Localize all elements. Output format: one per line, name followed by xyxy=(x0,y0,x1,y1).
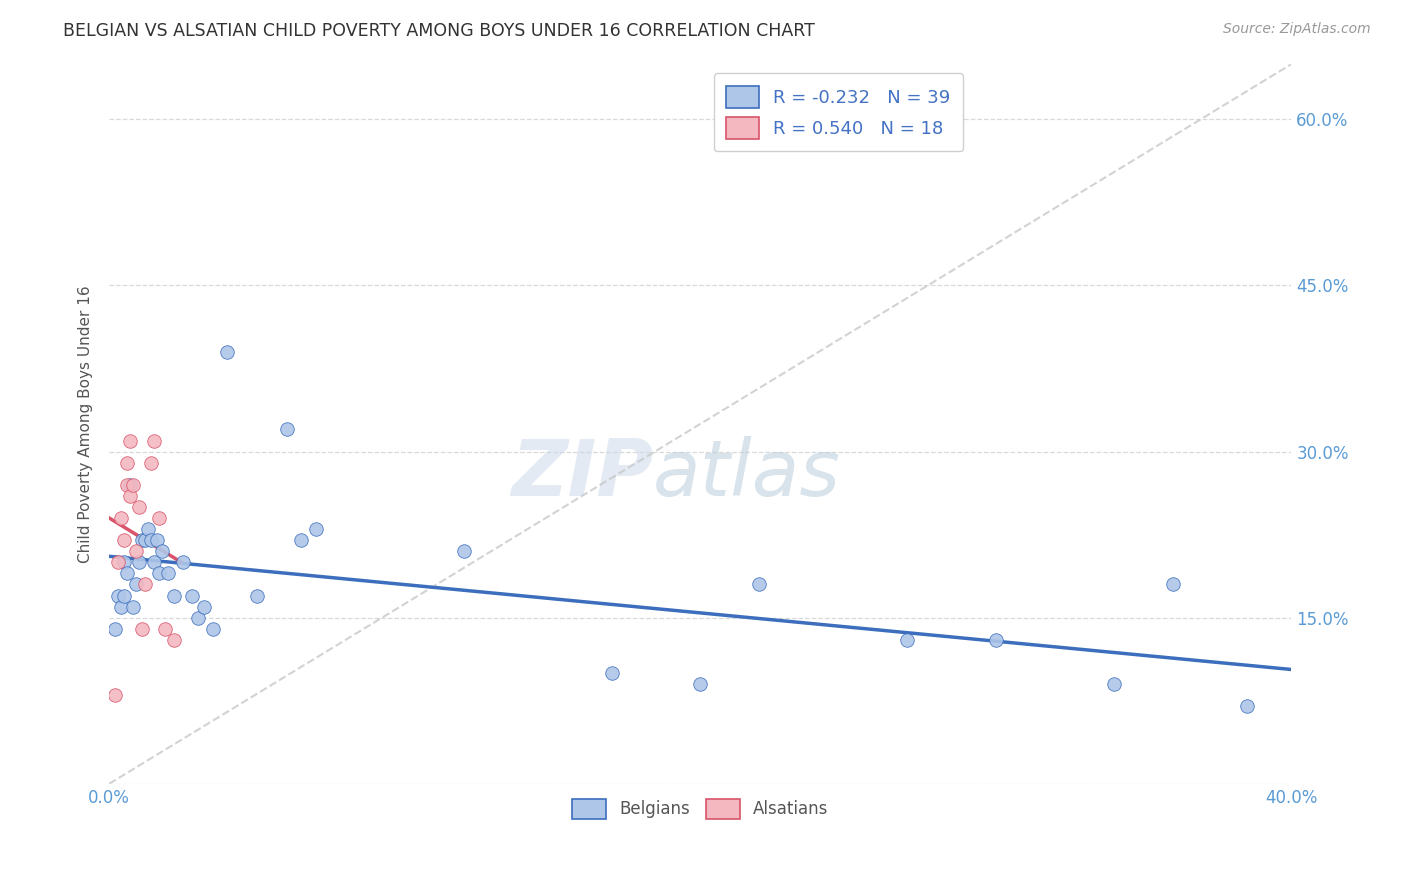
Point xyxy=(104,688,127,702)
Text: BELGIAN VS ALSATIAN CHILD POVERTY AMONG BOYS UNDER 16 CORRELATION CHART: BELGIAN VS ALSATIAN CHILD POVERTY AMONG … xyxy=(63,22,815,40)
Point xyxy=(172,555,194,569)
Point xyxy=(112,533,135,548)
Point xyxy=(110,599,132,614)
Point xyxy=(142,555,165,569)
Point xyxy=(181,589,204,603)
Point xyxy=(201,622,224,636)
Point xyxy=(115,477,138,491)
Point xyxy=(134,533,156,548)
Point xyxy=(112,589,135,603)
Text: Source: ZipAtlas.com: Source: ZipAtlas.com xyxy=(1223,22,1371,37)
Point xyxy=(152,544,174,558)
Point xyxy=(118,434,141,448)
Point xyxy=(1161,577,1184,591)
Point xyxy=(453,544,475,558)
Point xyxy=(148,566,170,581)
Point xyxy=(112,555,135,569)
Point xyxy=(689,677,711,691)
Point xyxy=(157,566,180,581)
Point xyxy=(128,500,150,514)
Point xyxy=(118,489,141,503)
Point xyxy=(139,533,162,548)
Point xyxy=(104,622,127,636)
Point xyxy=(155,622,177,636)
Point xyxy=(163,632,186,647)
Point xyxy=(131,622,153,636)
Point xyxy=(134,577,156,591)
Text: atlas: atlas xyxy=(652,436,841,512)
Point xyxy=(193,599,215,614)
Point xyxy=(1236,699,1258,714)
Point xyxy=(748,577,770,591)
Point xyxy=(107,555,129,569)
Point xyxy=(600,666,623,681)
Point xyxy=(115,566,138,581)
Point xyxy=(305,522,328,536)
Point xyxy=(131,533,153,548)
Point xyxy=(290,533,312,548)
Point xyxy=(246,589,269,603)
Point xyxy=(125,544,148,558)
Point xyxy=(118,477,141,491)
Point xyxy=(128,555,150,569)
Point xyxy=(110,511,132,525)
Point xyxy=(122,599,145,614)
Legend: Belgians, Alsatians: Belgians, Alsatians xyxy=(565,792,835,826)
Point xyxy=(122,477,145,491)
Y-axis label: Child Poverty Among Boys Under 16: Child Poverty Among Boys Under 16 xyxy=(79,285,93,563)
Point xyxy=(187,610,209,624)
Point xyxy=(276,422,298,436)
Point xyxy=(115,456,138,470)
Point xyxy=(142,434,165,448)
Point xyxy=(136,522,159,536)
Point xyxy=(217,345,239,359)
Point xyxy=(163,589,186,603)
Point xyxy=(896,632,918,647)
Point xyxy=(125,577,148,591)
Point xyxy=(145,533,167,548)
Point xyxy=(984,632,1007,647)
Point xyxy=(148,511,170,525)
Point xyxy=(139,456,162,470)
Point xyxy=(107,589,129,603)
Text: ZIP: ZIP xyxy=(510,436,652,512)
Point xyxy=(1102,677,1125,691)
